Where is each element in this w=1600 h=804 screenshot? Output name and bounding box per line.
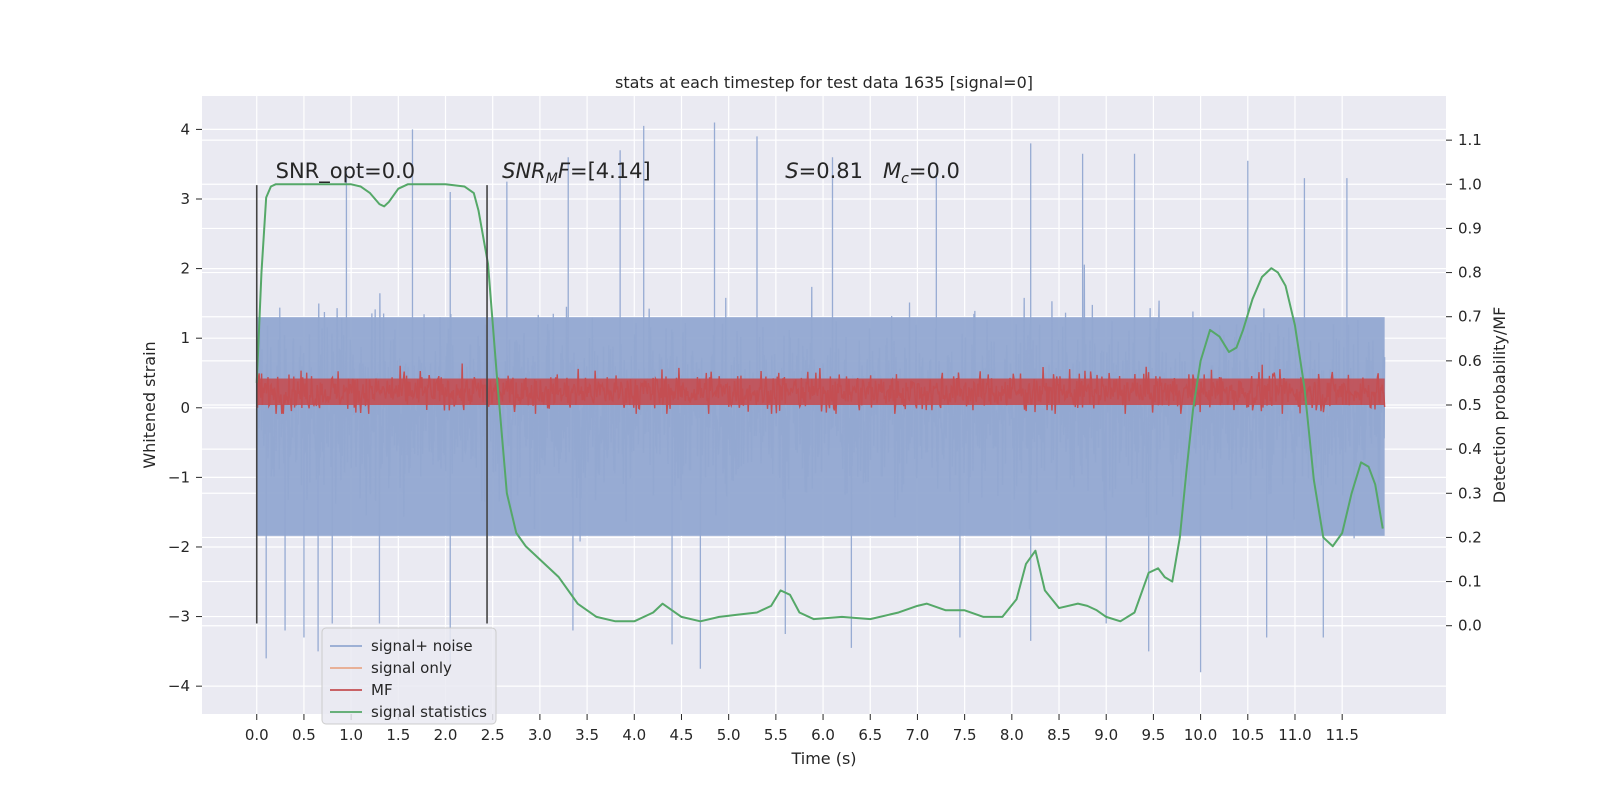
annotation-part: S (785, 159, 798, 183)
y-left-tick-label: 0 (180, 399, 190, 417)
x-tick-label: 8.5 (1047, 726, 1071, 744)
y-axis-right-label: Detection probability/MF (1490, 307, 1509, 504)
x-tick-label: 6.0 (811, 726, 835, 744)
annotation-text: SNR_opt=0.0 (276, 159, 416, 184)
chart-title: stats at each timestep for test data 163… (615, 73, 1033, 92)
x-tick-label: 11.0 (1278, 726, 1311, 744)
annotation-part: =0.81 (799, 159, 883, 183)
legend-frame (321, 627, 497, 725)
vertical-markers (255, 185, 488, 624)
x-tick-label: 1.0 (339, 726, 363, 744)
x-tick-label: 8.0 (1000, 726, 1024, 744)
y-right-tick-label: 0.0 (1458, 617, 1482, 635)
y-right-tick-label: 0.1 (1458, 573, 1482, 591)
annotation-part: =[4.14] (570, 159, 651, 183)
annotation-part: =0.0 (909, 159, 960, 183)
annotation-text: SNRMF=[4.14] (502, 159, 651, 187)
y-right-tick-label: 0.2 (1458, 528, 1482, 546)
annotation-part: SNR (502, 159, 546, 183)
y-right-tick-label: 0.7 (1458, 308, 1482, 326)
x-tick-label: 2.0 (434, 726, 458, 744)
x-tick-label: 0.5 (292, 726, 316, 744)
y-left-tick-label: 1 (180, 329, 190, 347)
x-tick-label: 7.5 (953, 726, 977, 744)
y-left-tick-label: 4 (180, 120, 190, 138)
y-left-tick-label: −4 (168, 677, 190, 695)
y-left-tick-label: −1 (168, 468, 190, 486)
y-right-tick-label: 0.9 (1458, 219, 1482, 237)
annotations: SNR_opt=0.0 SNRMF=[4.14] S=0.81 Mc=0.0 (276, 159, 960, 187)
x-tick-label: 7.0 (906, 726, 930, 744)
x-tick-label: 3.5 (575, 726, 599, 744)
series-signal-statistics-line (255, 183, 1384, 623)
annotation-part: M (883, 159, 901, 183)
y-axis-left-label: Whitened strain (140, 341, 159, 468)
x-tick-label: 5.0 (717, 726, 741, 744)
x-tick-label: 10.0 (1184, 726, 1217, 744)
y-left-tick-label: 3 (180, 190, 190, 208)
axis-ticks: 0.0 0.5 1.0 1.5 2.0 2.5 3.0 3.5 4.0 4.5 5.0 5.5 6.0 6… (168, 120, 1482, 744)
x-tick-label: 11.5 (1325, 726, 1358, 744)
legend-label: MF (371, 681, 393, 699)
x-tick-label: 5.5 (764, 726, 788, 744)
x-tick-label: 2.5 (481, 726, 505, 744)
y-right-tick-label: 0.8 (1458, 264, 1482, 282)
annotation-part: c (901, 171, 909, 187)
x-tick-label: 4.0 (622, 726, 646, 744)
annotation-text: S=0.81 Mc=0.0 (785, 159, 960, 187)
y-left-tick-label: 2 (180, 260, 190, 278)
legend-label: signal statistics (371, 703, 487, 721)
legend: signal+ noise signal only MF signal statist… (321, 627, 497, 725)
y-right-tick-label: 0.3 (1458, 484, 1482, 502)
x-tick-label: 6.5 (858, 726, 882, 744)
data-layer (255, 122, 1386, 673)
x-tick-label: 9.0 (1094, 726, 1118, 744)
x-tick-label: 10.5 (1231, 726, 1264, 744)
y-right-tick-label: 0.6 (1458, 352, 1482, 370)
annotation-part: M (546, 171, 558, 187)
x-tick-label: 3.0 (528, 726, 552, 744)
y-left-tick-label: −3 (168, 608, 190, 626)
x-tick-label: 9.5 (1141, 726, 1165, 744)
legend-label: signal+ noise (371, 637, 473, 655)
y-right-tick-label: 0.5 (1458, 396, 1482, 414)
x-tick-label: 4.5 (670, 726, 694, 744)
y-right-tick-label: 0.4 (1458, 440, 1482, 458)
y-right-tick-label: 1.0 (1458, 175, 1482, 193)
annotation-part: F (558, 159, 571, 183)
y-right-tick-label: 1.1 (1458, 131, 1482, 149)
legend-label: signal only (371, 659, 452, 677)
x-axis-label: Time (s) (790, 749, 856, 768)
y-left-tick-label: −2 (168, 538, 190, 556)
x-tick-label: 0.0 (245, 726, 269, 744)
x-tick-label: 1.5 (386, 726, 410, 744)
